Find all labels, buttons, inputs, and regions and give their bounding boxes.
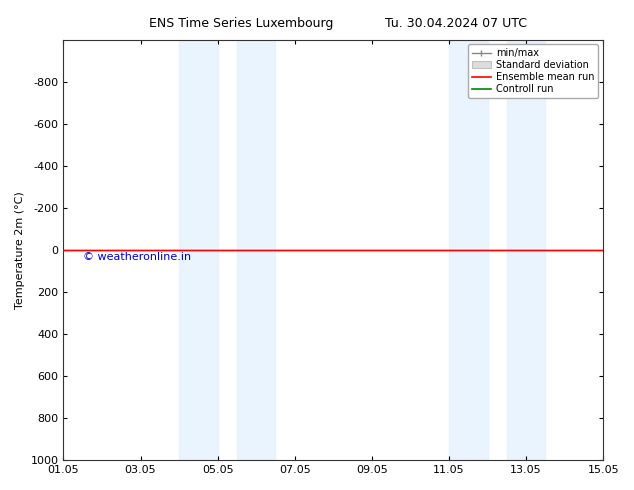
Bar [507, 40, 545, 460]
Bar [449, 40, 488, 460]
Legend: min/max, Standard deviation, Ensemble mean run, Controll run: min/max, Standard deviation, Ensemble me… [468, 45, 598, 98]
Text: © weatheronline.in: © weatheronline.in [82, 252, 191, 262]
Text: Tu. 30.04.2024 07 UTC: Tu. 30.04.2024 07 UTC [385, 17, 527, 30]
Bar [179, 40, 217, 460]
Text: ENS Time Series Luxembourg: ENS Time Series Luxembourg [149, 17, 333, 30]
Bar [237, 40, 275, 460]
Y-axis label: Temperature 2m (°C): Temperature 2m (°C) [15, 191, 25, 309]
